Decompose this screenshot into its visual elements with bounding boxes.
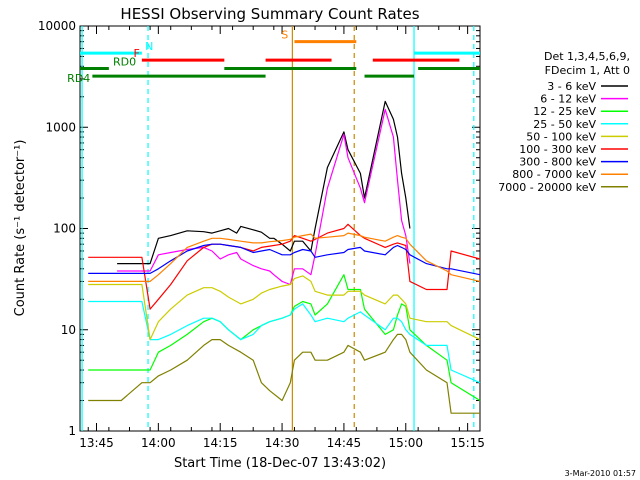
series-line [88, 275, 481, 341]
annotation-bar-label: S [281, 29, 288, 42]
axis-ticks: 13:45 14:00 14:15 14:30 14:45 15:00 15:15 1 10 10… [38, 19, 485, 450]
x-axis-label: Start Time (18-Dec-07 13:43:02) [174, 456, 386, 471]
legend-header-line-2: FDecim 1, Att 0 [545, 64, 630, 77]
legend-header-line-1: Det 1,3,4,5,6,9, [544, 50, 630, 63]
x-tick-label: 14:45 [327, 436, 362, 450]
y-tick-label: 10 [61, 323, 76, 337]
annotation-bar-label: N [145, 40, 153, 53]
legend-label: 50 - 100 keV [526, 130, 596, 143]
x-tick-label: 15:15 [450, 436, 485, 450]
y-tick-label: 1 [68, 424, 76, 438]
series-line [88, 300, 481, 384]
x-tick-label: 15:00 [388, 436, 423, 450]
y-tick-label: 100 [53, 222, 76, 236]
x-tick-label: 14:30 [265, 436, 300, 450]
legend-label: 12 - 25 keV [533, 105, 596, 118]
y-axis-label: Count Rate (s⁻¹ detector⁻¹) [13, 140, 28, 317]
legend-label: 6 - 12 keV [540, 93, 596, 106]
y-tick-label: 10000 [38, 19, 76, 33]
annotation-bar-label: F [133, 47, 139, 60]
legend-label: 100 - 300 keV [519, 143, 596, 156]
series-line [88, 333, 480, 414]
y-tick-label: 1000 [45, 120, 76, 134]
chart-title: HESSI Observing Summary Count Rates [120, 5, 419, 23]
x-tick-label: 14:15 [203, 436, 238, 450]
annotation-bar-label: RD4 [67, 72, 90, 85]
vertical-markers [81, 26, 475, 431]
legend-label: 800 - 7000 keV [512, 168, 596, 181]
legend-label: 3 - 6 keV [547, 80, 596, 93]
annotation-bar-label: RD0 [113, 56, 136, 69]
legend-label: 300 - 800 keV [519, 156, 596, 169]
legend-label: 7000 - 20000 keV [498, 181, 596, 194]
series-line [88, 243, 481, 276]
legend-label: 25 - 50 keV [533, 118, 596, 131]
series-line [88, 274, 481, 402]
series-line [117, 108, 411, 286]
series-line [88, 223, 481, 310]
footer-timestamp: 3-Mar-2010 01:57 [565, 469, 636, 478]
data-series [88, 100, 481, 414]
x-tick-label: 13:45 [79, 436, 114, 450]
x-tick-label: 14:00 [141, 436, 176, 450]
series-line [88, 232, 481, 282]
